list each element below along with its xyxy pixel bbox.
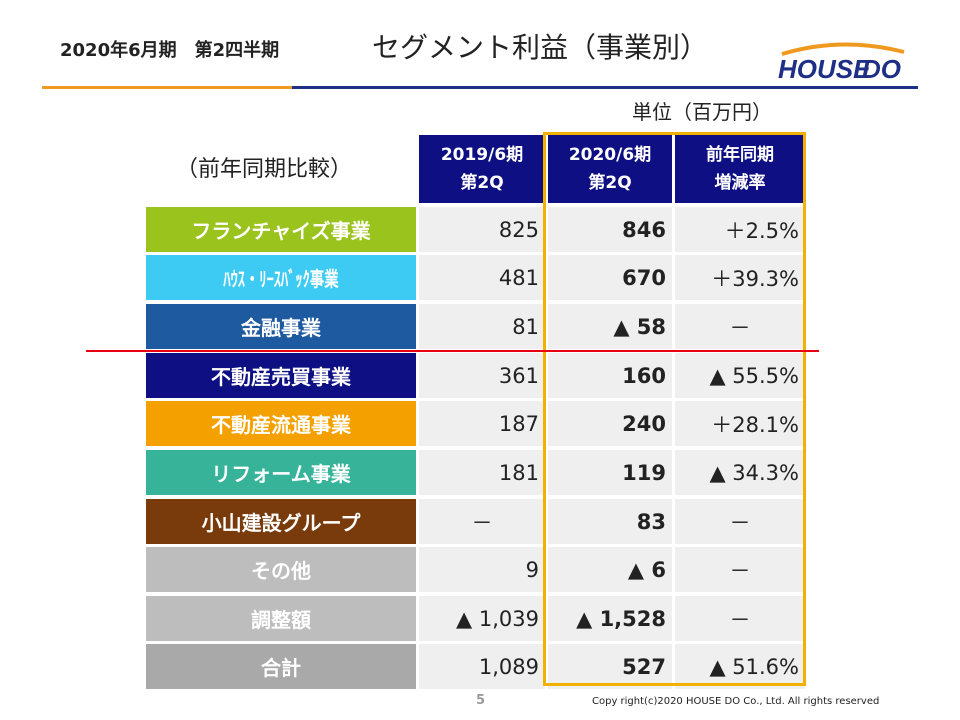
page-number: 5 [476, 693, 486, 708]
change-rate-oyama-group: － [675, 499, 805, 544]
change-rate-real-estate-trading: ▲ 55.5% [675, 353, 805, 398]
unit-label: 単位（百万円） [632, 100, 772, 124]
value-2020-finance: ▲ 58 [548, 304, 672, 349]
logo-text-do: DO [862, 54, 901, 82]
segment-label-franchise: フランチャイズ事業 [146, 207, 416, 252]
value-2020-oyama-group: 83 [548, 499, 672, 544]
value-2020-reform: 119 [548, 450, 672, 495]
value-2020-real-estate-brokerage: 240 [548, 401, 672, 446]
segment-label-real-estate-brokerage: 不動産流通事業 [146, 401, 416, 446]
column-header-line2: 第2Q [460, 173, 504, 193]
segment-label-adjustment: 調整額 [146, 596, 416, 641]
value-2019-real-estate-trading: 361 [419, 353, 545, 398]
segment-label-finance: 金融事業 [146, 304, 416, 349]
value-2019-real-estate-brokerage: 187 [419, 401, 545, 446]
value-2020-adjustment: ▲ 1,528 [548, 596, 672, 641]
column-header-line1: 前年同期 [706, 145, 774, 165]
value-2020-total: 527 [548, 644, 672, 689]
column-header-line1: 2019/6期 [440, 145, 524, 165]
value-2019-other: 9 [419, 547, 545, 592]
value-2019-reform: 181 [419, 450, 545, 495]
value-2020-franchise: 846 [548, 207, 672, 252]
house-do-logo: HOUSE DO [778, 42, 905, 82]
value-2019-finance: 81 [419, 304, 545, 349]
segment-label-reform: リフォーム事業 [146, 450, 416, 495]
emphasis-red-line [86, 350, 819, 352]
change-rate-finance: － [675, 304, 805, 349]
current-period-highlight-frame [543, 132, 806, 686]
change-rate-franchise: ＋2.5% [675, 207, 805, 252]
change-rate-house-leaseback: ＋39.3% [675, 255, 805, 300]
value-2020-real-estate-trading: 160 [548, 353, 672, 398]
column-header-2019: 2019/6期 第2Q [419, 135, 545, 203]
value-2020-house-leaseback: 670 [548, 255, 672, 300]
period-label: 2020年6月期 第2四半期 [60, 40, 280, 61]
change-rate-adjustment: － [675, 596, 805, 641]
segment-label-house-leaseback: ﾊｳｽ・ﾘｰｽﾊﾞｯｸ事業 [146, 255, 416, 300]
column-header-line2: 第2Q [588, 173, 632, 193]
copyright-notice: Copy right(c)2020 HOUSE DO Co., Ltd. All… [592, 696, 880, 707]
header-rule-orange [42, 86, 292, 89]
column-header-line1: 2020/6期 [568, 145, 652, 165]
change-rate-other: － [675, 547, 805, 592]
segment-label-oyama-group: 小山建設グループ [146, 499, 416, 544]
page-title: セグメント利益（事業別） [372, 31, 709, 64]
change-rate-reform: ▲ 34.3% [675, 450, 805, 495]
value-2019-adjustment: ▲ 1,039 [419, 596, 545, 641]
value-2019-oyama-group: － [419, 499, 545, 544]
value-2019-total: 1,089 [419, 644, 545, 689]
segment-label-other: その他 [146, 547, 416, 592]
change-rate-total: ▲ 51.6% [675, 644, 805, 689]
column-header-2020: 2020/6期 第2Q [548, 135, 672, 203]
segment-label-total: 合計 [146, 644, 416, 689]
value-2019-franchise: 825 [419, 207, 545, 252]
comparison-label: （前年同期比較） [176, 157, 353, 182]
column-header-line2: 増減率 [714, 173, 766, 193]
value-2019-house-leaseback: 481 [419, 255, 545, 300]
column-header-change-rate: 前年同期 増減率 [675, 135, 805, 203]
header-rule-blue [292, 86, 918, 89]
segment-label-real-estate-trading: 不動産売買事業 [146, 353, 416, 398]
change-rate-real-estate-brokerage: ＋28.1% [675, 401, 805, 446]
logo-text-house: HOUSE [778, 54, 871, 82]
value-2020-other: ▲ 6 [548, 547, 672, 592]
